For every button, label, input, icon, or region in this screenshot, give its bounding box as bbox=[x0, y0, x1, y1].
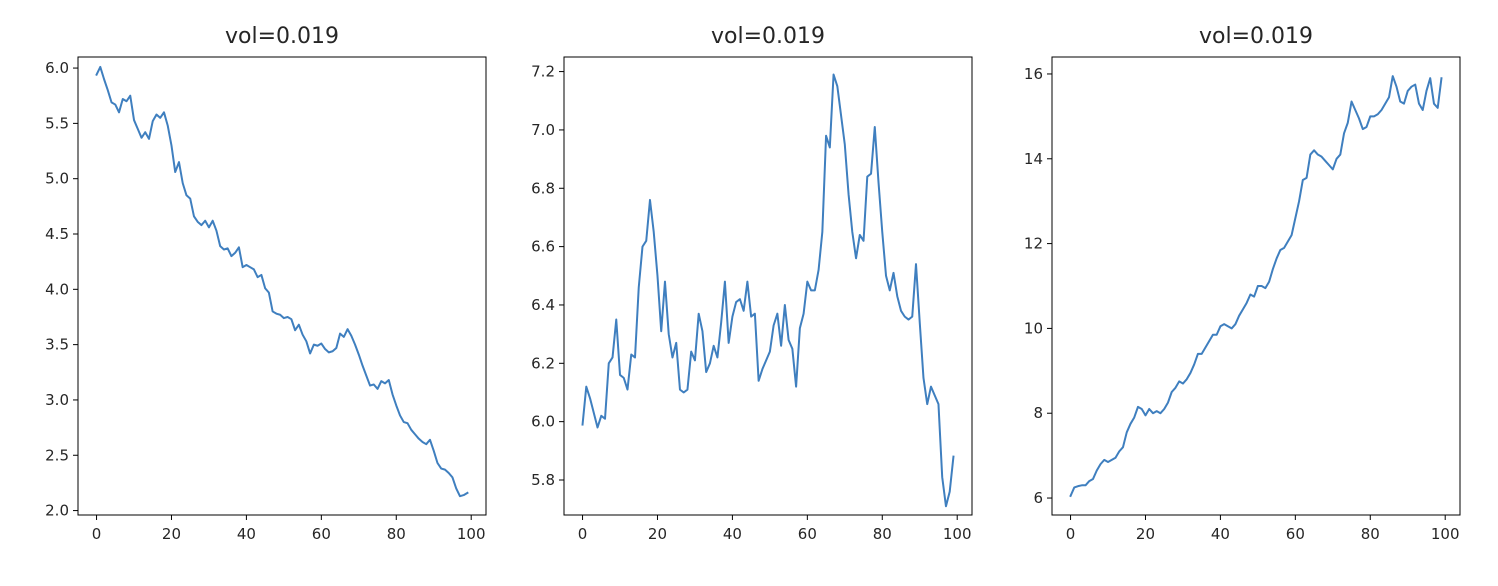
axes-frame bbox=[77, 56, 487, 516]
series-line bbox=[95, 65, 469, 498]
subplot-3: vol=0.019 0 20 40 60 80 100 6 8 10 12 14 16 bbox=[1024, 24, 1461, 543]
plot-area: 0 20 40 60 80 100 5.8 6.0 6.2 6.4 6.6 6.8 7.0 7.2 bbox=[531, 56, 973, 543]
y-tick-label: 7.2 bbox=[531, 63, 555, 81]
chart-title: vol=0.019 bbox=[225, 24, 339, 49]
y-tick-label: 16 bbox=[1024, 65, 1043, 83]
y-tick-label: 14 bbox=[1024, 150, 1043, 168]
y-tick-label: 6.4 bbox=[531, 296, 555, 314]
y-tick-label: 2.0 bbox=[45, 502, 69, 520]
x-tick-label: 80 bbox=[387, 525, 406, 543]
y-tick-label: 4.0 bbox=[45, 280, 69, 298]
axes-frame bbox=[563, 56, 973, 516]
x-tick-label: 40 bbox=[723, 525, 742, 543]
x-tick-label: 100 bbox=[943, 525, 972, 543]
y-tick-label: 12 bbox=[1024, 235, 1043, 253]
x-tick-label: 60 bbox=[1286, 525, 1305, 543]
y-tick-label: 6 bbox=[1033, 489, 1043, 507]
plot-area: 0 20 40 60 80 100 2.0 2.5 3.0 3.5 4.0 4.5 5.0 5.5 6.0 bbox=[45, 56, 487, 543]
subplot-2: vol=0.019 0 20 40 60 80 100 5.8 6.0 6.2 6.4 6.6 6.8… bbox=[531, 24, 973, 543]
y-tick-label: 5.8 bbox=[531, 471, 555, 489]
chart-title: vol=0.019 bbox=[1199, 24, 1313, 49]
y-tick-label: 5.5 bbox=[45, 114, 69, 132]
x-tick-label: 100 bbox=[1431, 525, 1460, 543]
series-line bbox=[581, 73, 955, 508]
y-tick-label: 3.5 bbox=[45, 336, 69, 354]
subplot-1: vol=0.019 0 20 40 60 80 100 2.0 2.5 3.0 3.5 4.0 4.5… bbox=[45, 24, 487, 543]
x-tick-label: 40 bbox=[237, 525, 256, 543]
y-tick-label: 6.6 bbox=[531, 238, 555, 256]
x-tick-label: 0 bbox=[578, 525, 588, 543]
y-tick-label: 8 bbox=[1033, 404, 1043, 422]
axes-frame bbox=[1051, 56, 1461, 516]
x-tick-label: 80 bbox=[873, 525, 892, 543]
y-tick-label: 2.5 bbox=[45, 446, 69, 464]
x-tick-label: 0 bbox=[92, 525, 102, 543]
y-tick-label: 4.5 bbox=[45, 225, 69, 243]
chart-title: vol=0.019 bbox=[711, 24, 825, 49]
x-tick-label: 40 bbox=[1211, 525, 1230, 543]
y-tick-label: 7.0 bbox=[531, 121, 555, 139]
series-line bbox=[1069, 75, 1443, 498]
y-tick-label: 10 bbox=[1024, 319, 1043, 337]
plot-area: 0 20 40 60 80 100 6 8 10 12 14 16 bbox=[1024, 56, 1461, 543]
x-tick-label: 20 bbox=[1136, 525, 1155, 543]
x-tick-label: 60 bbox=[312, 525, 331, 543]
x-tick-label: 0 bbox=[1066, 525, 1076, 543]
y-tick-label: 6.8 bbox=[531, 179, 555, 197]
x-tick-label: 80 bbox=[1361, 525, 1380, 543]
y-tick-label: 6.0 bbox=[531, 413, 555, 431]
x-tick-label: 100 bbox=[457, 525, 486, 543]
y-tick-label: 5.0 bbox=[45, 170, 69, 188]
x-tick-label: 60 bbox=[798, 525, 817, 543]
x-tick-label: 20 bbox=[648, 525, 667, 543]
y-tick-label: 6.0 bbox=[45, 59, 69, 77]
x-tick-label: 20 bbox=[162, 525, 181, 543]
y-tick-label: 3.0 bbox=[45, 391, 69, 409]
y-tick-label: 6.2 bbox=[531, 354, 555, 372]
